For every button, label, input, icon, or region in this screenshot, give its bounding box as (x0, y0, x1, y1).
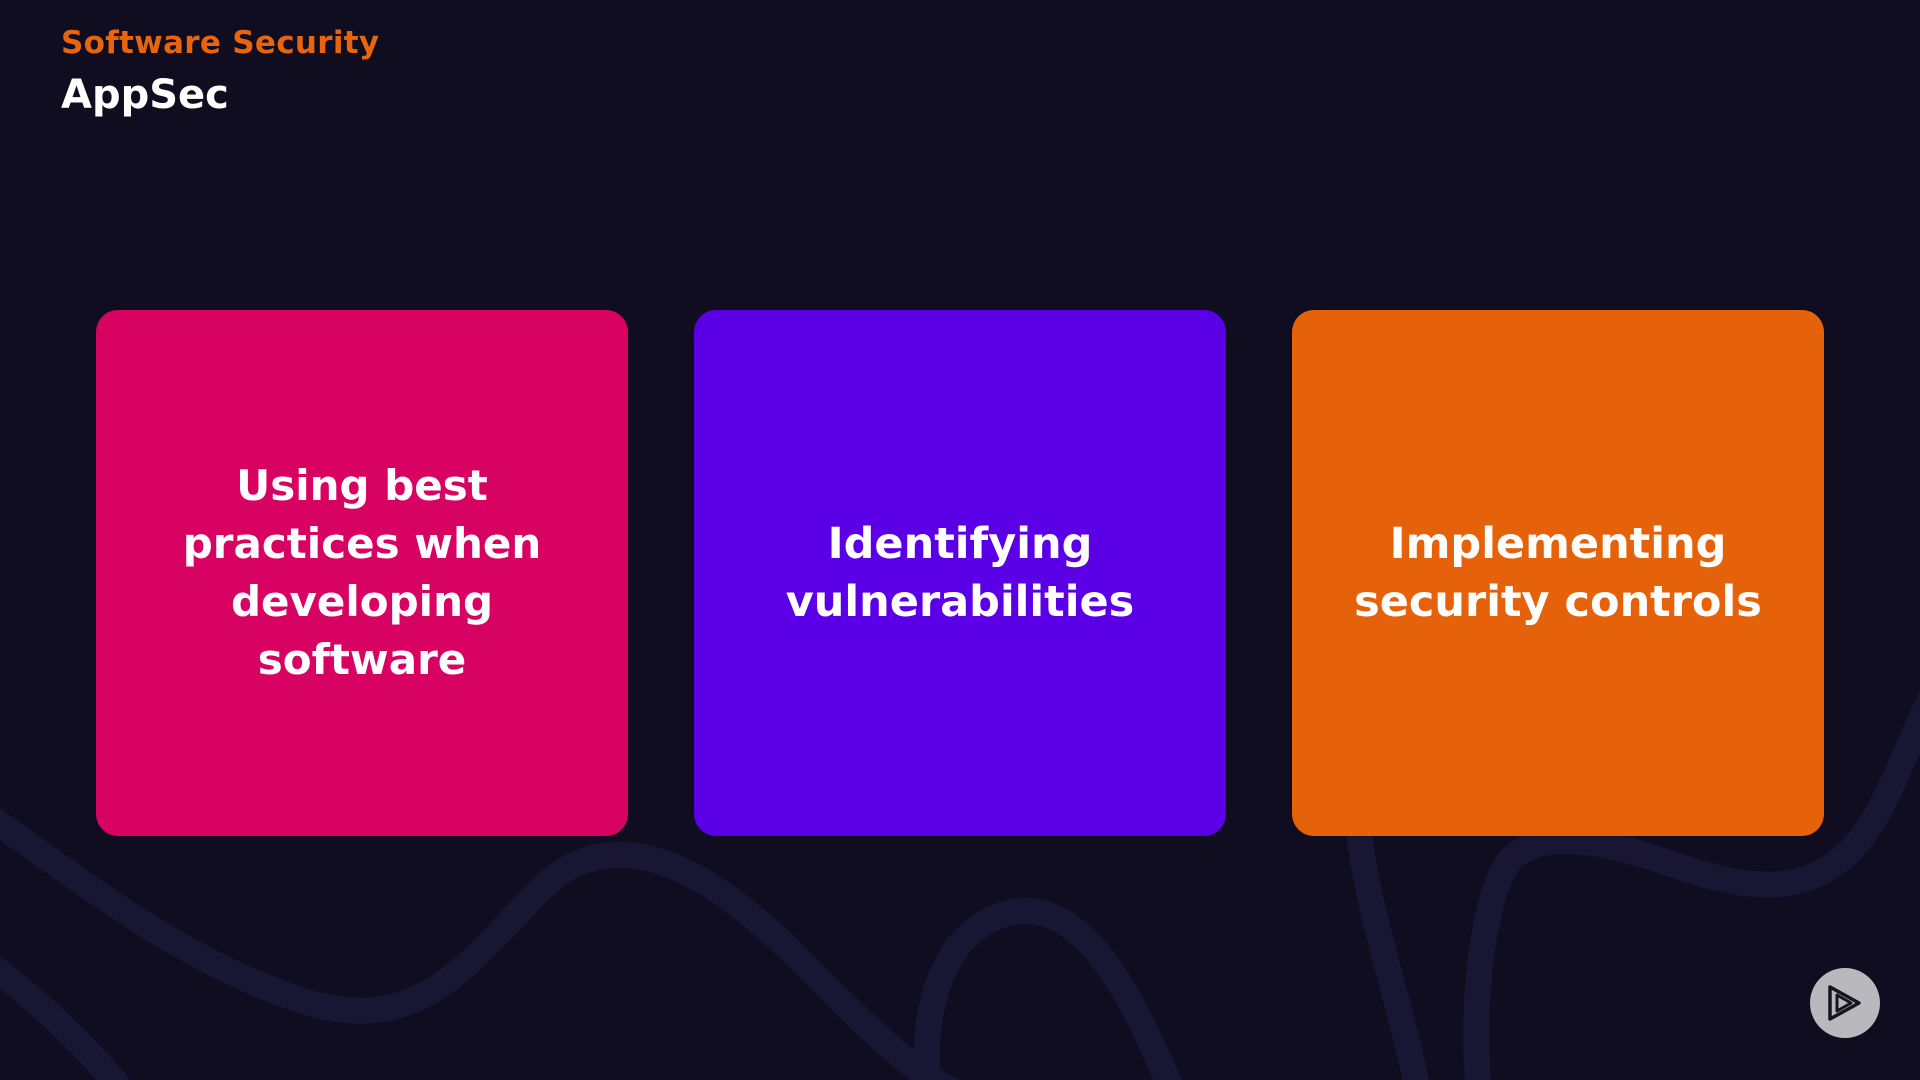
card-security-controls-text: Implementing security controls (1354, 519, 1762, 627)
section-eyebrow: Software Security (61, 25, 380, 61)
wave-line-1 (0, 808, 961, 1080)
wave-line-2 (0, 956, 131, 1080)
pluralsight-play-logo-button[interactable] (1809, 967, 1881, 1039)
pluralsight-play-logo-icon (1810, 968, 1880, 1038)
card-best-practices: Using best practices when developing sof… (96, 310, 628, 836)
card-security-controls: Implementing security controls (1292, 310, 1824, 836)
wave-line-4 (1347, 827, 1430, 1080)
card-best-practices-text: Using best practices when developing sof… (182, 461, 542, 684)
wave-line-3 (913, 898, 1183, 1080)
card-identifying-vulnerabilities: Identifying vulnerabilities (694, 310, 1226, 836)
page-title: AppSec (61, 72, 229, 118)
card-identifying-vulnerabilities-text: Identifying vulnerabilities (785, 519, 1135, 627)
